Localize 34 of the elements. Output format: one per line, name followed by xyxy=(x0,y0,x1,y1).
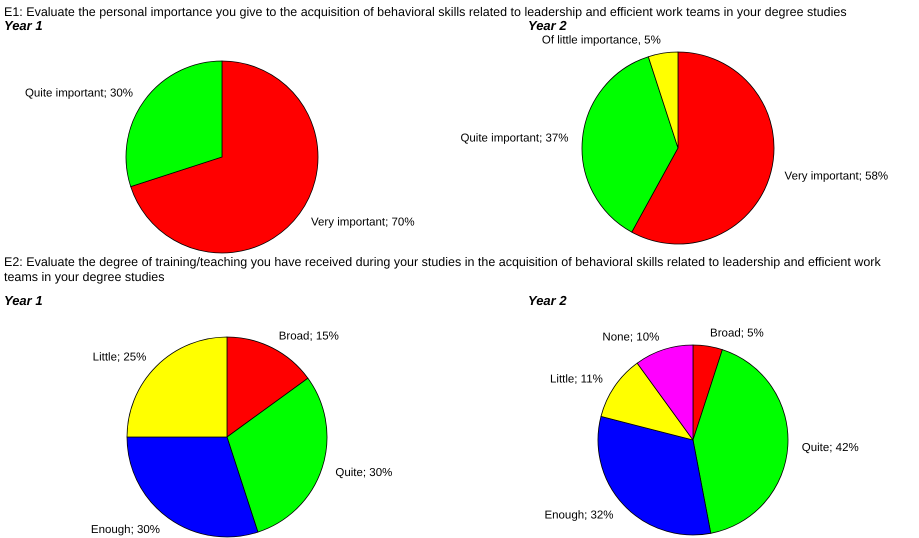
chart-subtitle: Year 1 xyxy=(4,18,43,33)
slice-label: Little xyxy=(550,374,574,386)
slice-label: Of little importance xyxy=(542,34,638,46)
chart-title: E1: Evaluate the personal importance you give to the acquisition of behavioral skills related to leadership and efficient work teams in your degree studies xyxy=(4,5,847,19)
text: E2: Evaluate the degree of training/teaching you have received during your studies in the acquisition of behavioral skills related to leadership and efficient work teams in your degree studies xyxy=(4,255,882,284)
slice-label: Quite important xyxy=(24,87,104,100)
chart-subtitle: Year 2 xyxy=(528,293,568,308)
data-label: ; 42% xyxy=(829,442,859,454)
slice-label: Very important xyxy=(310,216,386,229)
data-label: ; 30% xyxy=(104,87,134,100)
data-label: ; 70% xyxy=(385,216,415,229)
chart-subtitle: Year 1 xyxy=(4,293,43,308)
chart-subtitle: Year 2 xyxy=(528,18,568,33)
data-label: , 5% xyxy=(638,34,661,46)
slice-label: Quite xyxy=(335,467,363,480)
slice-label: Quite xyxy=(802,442,830,454)
data-label: ; 32% xyxy=(584,510,614,522)
slice-label: Broad xyxy=(278,330,310,342)
slice-label: Broad xyxy=(710,327,741,340)
data-label: ; 30% xyxy=(130,524,160,536)
data-label: ; 37% xyxy=(539,132,568,145)
data-label: ; 58% xyxy=(858,170,888,182)
data-label: ; 5% xyxy=(740,327,764,340)
data-label: ; 30% xyxy=(362,467,392,480)
data-label: ; 11% xyxy=(574,374,603,386)
slice-label: None xyxy=(602,331,630,344)
slice-label: Little xyxy=(92,351,117,364)
slice-label: Enough xyxy=(544,510,584,522)
data-label: ; 15% xyxy=(309,330,339,342)
data-label: ; 25% xyxy=(116,351,146,364)
data-label: ; 10% xyxy=(630,331,660,344)
slice-label: Very important xyxy=(784,170,860,182)
slice-label: Quite important xyxy=(460,132,540,145)
slice-label: Enough xyxy=(90,524,131,536)
